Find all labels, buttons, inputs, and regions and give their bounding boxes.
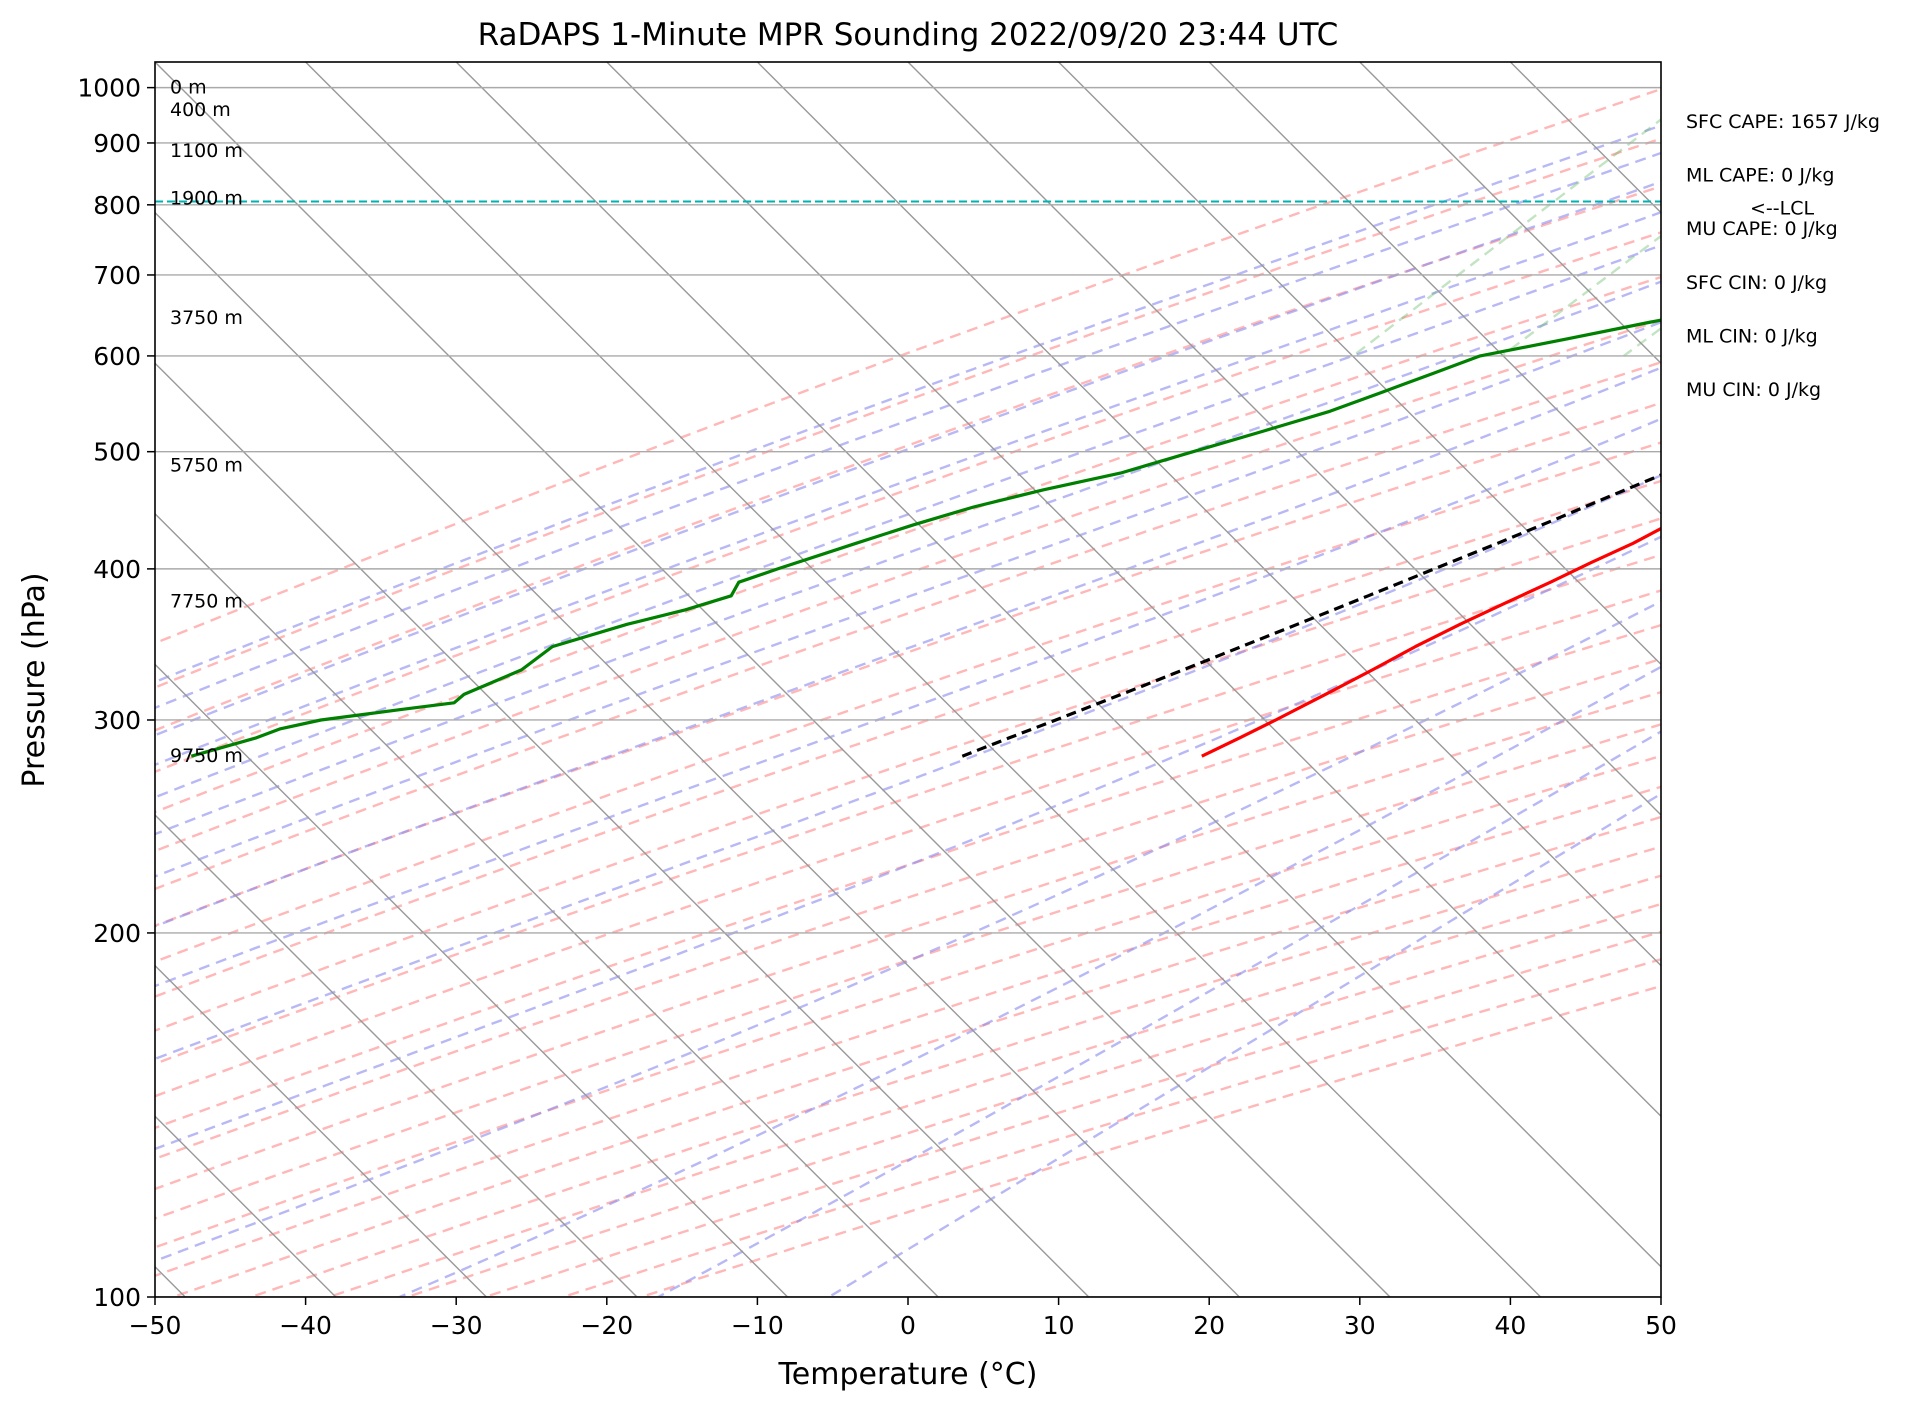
height-label: 7750 m bbox=[170, 590, 243, 612]
chart-title: RaDAPS 1-Minute MPR Sounding 2022/09/20 … bbox=[478, 17, 1339, 53]
height-label: 1100 m bbox=[170, 140, 243, 162]
stat-label: SFC CAPE: 1657 J/kg bbox=[1686, 111, 1880, 133]
moist-adiabat bbox=[155, 244, 1661, 799]
moist-adiabat bbox=[657, 730, 1661, 1297]
y-tick-label: 300 bbox=[93, 706, 141, 735]
x-tick-label: −20 bbox=[580, 1311, 633, 1340]
stat-label: ML CIN: 0 J/kg bbox=[1686, 325, 1818, 347]
dry-adiabat bbox=[155, 589, 1661, 1098]
dry-adiabat bbox=[155, 137, 1661, 689]
isotherm bbox=[606, 62, 1661, 1118]
mixing-ratio-line bbox=[1352, 117, 1661, 357]
isotherm bbox=[907, 62, 1661, 816]
plot-frame bbox=[154, 61, 1662, 1298]
dry-adiabat bbox=[328, 874, 1661, 1297]
isotherm bbox=[1812, 62, 1925, 1297]
moist-adiabat bbox=[155, 600, 1661, 1263]
isotherm bbox=[155, 62, 1391, 1297]
stat-label: MU CAPE: 0 J/kg bbox=[1686, 218, 1838, 240]
y-tick-label: 200 bbox=[93, 919, 141, 948]
parcel-path-line bbox=[961, 473, 1661, 758]
dry-adiabat bbox=[155, 690, 1661, 1191]
isotherm bbox=[155, 362, 1090, 1297]
moist-adiabat bbox=[155, 366, 1661, 928]
height-label: 3750 m bbox=[170, 307, 243, 329]
lcl-label: <--LCL bbox=[1750, 198, 1814, 220]
y-tick-label: 900 bbox=[93, 129, 141, 158]
moist-adiabat bbox=[155, 124, 1661, 684]
plot-series bbox=[155, 200, 1661, 758]
isotherm bbox=[1208, 62, 1661, 515]
y-tick-label: 100 bbox=[93, 1283, 141, 1312]
x-tick-label: 40 bbox=[1494, 1311, 1526, 1340]
isotherm bbox=[1509, 62, 1661, 214]
dry-adiabat bbox=[155, 319, 1661, 853]
x-tick-label: 30 bbox=[1344, 1311, 1376, 1340]
height-label: 400 m bbox=[170, 99, 231, 121]
x-tick-label: 20 bbox=[1193, 1311, 1225, 1340]
temperature-line bbox=[1201, 526, 1661, 758]
dry-adiabat bbox=[155, 517, 1661, 1032]
dry-adiabat bbox=[155, 401, 1661, 928]
y-tick-label: 1000 bbox=[77, 74, 141, 103]
isotherm bbox=[155, 814, 638, 1297]
y-tick-label: 800 bbox=[93, 191, 141, 220]
y-tick-label: 700 bbox=[93, 261, 141, 290]
dry-adiabat bbox=[172, 815, 1661, 1297]
isotherm bbox=[455, 62, 1661, 1268]
isotherm bbox=[1359, 62, 1661, 365]
dry-adiabat bbox=[640, 984, 1661, 1297]
y-tick-label: 500 bbox=[93, 438, 141, 467]
x-tick-label: 50 bbox=[1645, 1311, 1677, 1340]
mixing-ratio-line bbox=[1895, 62, 1925, 356]
height-label: 1900 m bbox=[170, 187, 243, 209]
moist-adiabat bbox=[828, 792, 1661, 1297]
x-tick-label: −50 bbox=[129, 1311, 182, 1340]
mixing-ratio-line bbox=[1501, 234, 1661, 357]
height-label: 0 m bbox=[170, 77, 207, 99]
isotherm bbox=[155, 211, 1240, 1297]
height-label: 9750 m bbox=[170, 745, 243, 767]
isotherm bbox=[155, 512, 939, 1297]
isotherm bbox=[155, 964, 487, 1297]
dewpoint-line bbox=[190, 318, 1661, 758]
dry-adiabat bbox=[155, 785, 1661, 1278]
x-tick-label: −10 bbox=[731, 1311, 784, 1340]
x-tick-label: 10 bbox=[1043, 1311, 1075, 1340]
dry-adiabat bbox=[155, 361, 1661, 891]
stat-label: MU CIN: 0 J/kg bbox=[1686, 379, 1821, 401]
moist-adiabat bbox=[155, 320, 1661, 878]
isotherm bbox=[155, 663, 789, 1297]
isotherm bbox=[1660, 62, 1661, 63]
x-axis-label: Temperature (°C) bbox=[778, 1357, 1038, 1392]
stat-label: ML CAPE: 0 J/kg bbox=[1686, 165, 1834, 187]
isotherm bbox=[756, 62, 1661, 967]
y-axis-label: Pressure (hPa) bbox=[17, 572, 52, 787]
x-tick-label: 0 bbox=[900, 1311, 916, 1340]
axis-ticks: −50 −40 −30 −20 −10 0 10 20 30 40 50 100 200 300 400 50… bbox=[77, 74, 1677, 1340]
x-tick-label: −40 bbox=[279, 1311, 332, 1340]
dry-adiabat bbox=[155, 623, 1661, 1130]
isotherm bbox=[305, 62, 1542, 1297]
moist-adiabat bbox=[155, 180, 1661, 737]
dry-adiabat bbox=[155, 479, 1661, 998]
dry-adiabat bbox=[155, 275, 1661, 814]
dry-adiabat bbox=[155, 87, 1661, 645]
x-tick-label: −30 bbox=[430, 1311, 483, 1340]
moist-adiabat bbox=[155, 417, 1661, 988]
height-label: 5750 m bbox=[170, 455, 243, 477]
plot-grid bbox=[155, 62, 1925, 1297]
isotherm bbox=[1058, 62, 1661, 666]
dry-adiabat bbox=[406, 902, 1661, 1297]
stat-label: SFC CIN: 0 J/kg bbox=[1686, 272, 1827, 294]
mixing-ratio-line bbox=[1799, 62, 1925, 356]
moist-adiabat bbox=[399, 665, 1661, 1297]
y-tick-label: 400 bbox=[93, 555, 141, 584]
y-tick-label: 600 bbox=[93, 342, 141, 371]
